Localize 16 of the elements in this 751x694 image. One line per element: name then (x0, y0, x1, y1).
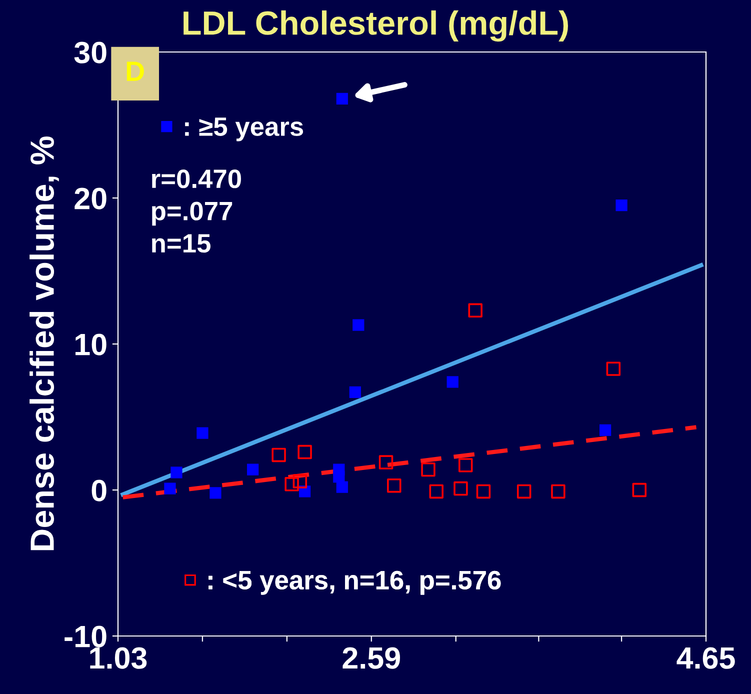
y-tick-label: 0 (92, 480, 106, 502)
annotation: r=0.470 (152, 169, 241, 188)
y-axis-title: Dense calcified volume, % (30, 136, 59, 550)
x-tick-label: 4.65 (676, 647, 735, 669)
y-tick-label: 30 (74, 42, 106, 64)
legend-label: : <5 years, n=16, p=.576 (208, 570, 501, 595)
annotation: p=.077 (152, 202, 232, 226)
y-tick-label: 20 (74, 188, 106, 210)
x-tick-label: 2.59 (342, 647, 400, 669)
annotation: n=15 (152, 234, 210, 253)
y-tick-label: 10 (76, 334, 106, 356)
annotation: D (126, 62, 144, 81)
chart-title: LDL Cholesterol (mg/dL) (184, 10, 568, 42)
y-tick-label: -10 (64, 626, 106, 648)
legend-label: : ≥5 years (185, 118, 304, 142)
x-tick-label: 1.03 (90, 647, 147, 669)
